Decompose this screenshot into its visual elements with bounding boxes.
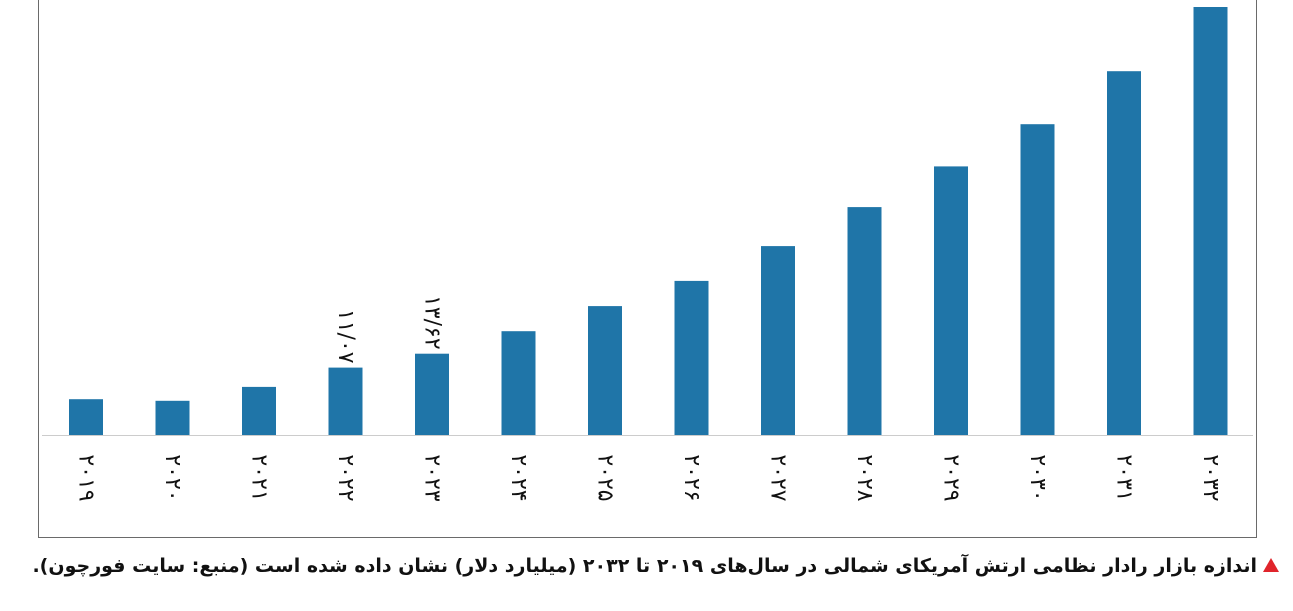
- bar-chart: ۲۰۱۹ ۲۰۲۰ ۲۰۲۱ ۲۰۲۲ ۲۰۲۳ ۲۰۲۴ ۲۰۲۵ ۲۰۲۶ ۲۰۲۷ ۲۰۲۸…: [42, 7, 1253, 502]
- x-tick-label: ۲۰۲۵: [593, 454, 618, 501]
- bar-11: [1020, 124, 1055, 435]
- x-tick-label: ۲۰۳۱: [1112, 454, 1137, 501]
- bar-13: [1193, 7, 1228, 435]
- caption-text: اندازه بازار رادار نظامی ارتش آمریکای شم…: [32, 555, 1257, 577]
- bar-8: [761, 246, 795, 435]
- x-tick-label: ۲۰۲۰: [160, 454, 185, 501]
- x-tick-label: ۲۰۲۴: [506, 454, 531, 501]
- bar-1: [155, 400, 190, 435]
- x-tick-label: ۲۰۲۳: [420, 454, 445, 501]
- x-tick-label: ۲۰۲۹: [939, 454, 964, 501]
- bar-7: [674, 280, 709, 435]
- x-tick-label: ۲۰۲۲: [333, 454, 358, 501]
- bar-3: [328, 367, 363, 435]
- bar-4: [415, 353, 449, 435]
- x-tick-label: ۲۰۲۷: [766, 454, 791, 501]
- bar-6: [588, 306, 622, 435]
- bar-12: [1107, 71, 1141, 435]
- x-tick-label: ۲۰۳۲: [1198, 454, 1223, 501]
- x-tick-label: ۲۰۲۶: [679, 454, 704, 501]
- figure-caption: اندازه بازار رادار نظامی ارتش آمریکای شم…: [32, 551, 1279, 581]
- data-label: ۱۱/۰۷: [333, 309, 358, 364]
- data-label: ۱۳/۶۲: [420, 295, 445, 350]
- bar-9: [847, 207, 882, 435]
- red-triangle-icon: [1263, 558, 1279, 572]
- x-tick-label: ۲۰۱۹: [74, 454, 99, 501]
- bar-2: [242, 386, 276, 435]
- x-tick-label: ۲۰۳۰: [1025, 454, 1050, 501]
- bar-5: [501, 331, 536, 435]
- bar-10: [934, 166, 968, 435]
- x-tick-label: ۲۰۲۸: [852, 454, 877, 501]
- x-tick-label: ۲۰۲۱: [247, 454, 272, 501]
- bar-0: [69, 399, 103, 435]
